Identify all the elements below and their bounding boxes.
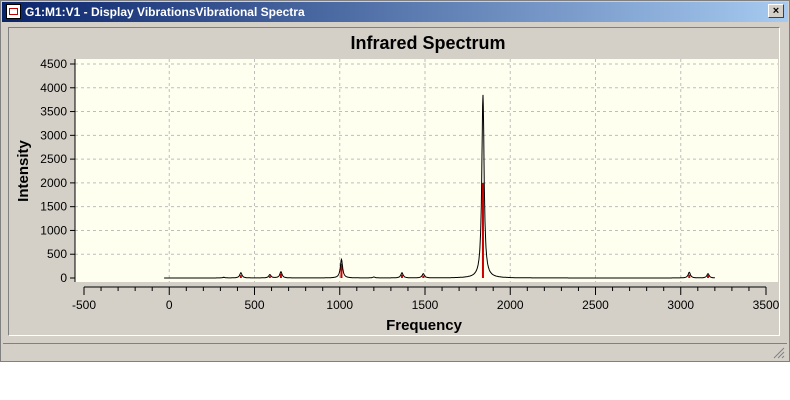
- spectrum-plot-panel: [8, 27, 780, 336]
- x-tick-label: 1500: [412, 298, 439, 312]
- x-tick-label: 3500: [753, 298, 780, 312]
- x-tick-label: 1000: [326, 298, 353, 312]
- window-title: G1:M1:V1 - Display VibrationsVibrational…: [25, 5, 305, 19]
- x-tick-label: 2500: [582, 298, 609, 312]
- x-axis-label: Frequency: [386, 317, 463, 334]
- y-tick-label: 1000: [40, 223, 67, 237]
- app-icon[interactable]: [6, 4, 21, 19]
- y-tick-label: 4000: [40, 81, 67, 95]
- y-tick-label: 3500: [40, 105, 67, 119]
- y-ticks: 0 500 1000 1500 2000 2500 3000 3500 4000 4500: [40, 57, 75, 285]
- title-bar[interactable]: G1:M1:V1 - Display VibrationsVibrational…: [2, 2, 788, 22]
- y-tick-label: 1500: [40, 200, 67, 214]
- resize-grip-icon[interactable]: [773, 347, 785, 359]
- chart-title: Infrared Spectrum: [350, 33, 505, 53]
- spectrum-chart: Infrared Spectrum 0 500 1000 1500 2000 2500 30…: [15, 33, 780, 334]
- y-tick-label: 500: [47, 247, 67, 261]
- x-tick-label: 2000: [497, 298, 524, 312]
- spectrum-line: [164, 94, 715, 279]
- x-tick-label: 0: [166, 298, 173, 312]
- grid-lines: [75, 59, 778, 282]
- close-button[interactable]: ×: [768, 4, 784, 18]
- status-bar: [3, 343, 787, 361]
- x-tick-label: 3000: [667, 298, 694, 312]
- y-tick-label: 0: [60, 271, 67, 285]
- x-ticks: -500 0 500 1000 1500 2000 2500 3000 3500: [72, 287, 780, 312]
- y-tick-label: 3000: [40, 128, 67, 142]
- x-tick-label: -500: [72, 298, 96, 312]
- y-tick-label: 2000: [40, 176, 67, 190]
- x-tick-label: 500: [244, 298, 264, 312]
- y-tick-label: 2500: [40, 152, 67, 166]
- plot-area: [75, 59, 778, 282]
- vibrational-spectra-window: G1:M1:V1 - Display VibrationsVibrational…: [0, 0, 790, 362]
- y-axis-label: Intensity: [15, 140, 32, 202]
- y-tick-label: 4500: [40, 57, 67, 71]
